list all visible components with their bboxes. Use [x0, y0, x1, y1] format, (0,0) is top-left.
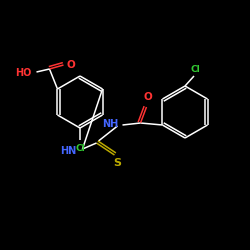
Text: O: O [143, 92, 152, 102]
Text: HO: HO [15, 68, 32, 78]
Text: S: S [114, 158, 122, 168]
Text: Cl: Cl [75, 144, 85, 153]
Text: NH: NH [102, 119, 118, 129]
Text: Cl: Cl [190, 65, 200, 74]
Text: O: O [66, 60, 75, 70]
Text: HN: HN [60, 146, 76, 156]
